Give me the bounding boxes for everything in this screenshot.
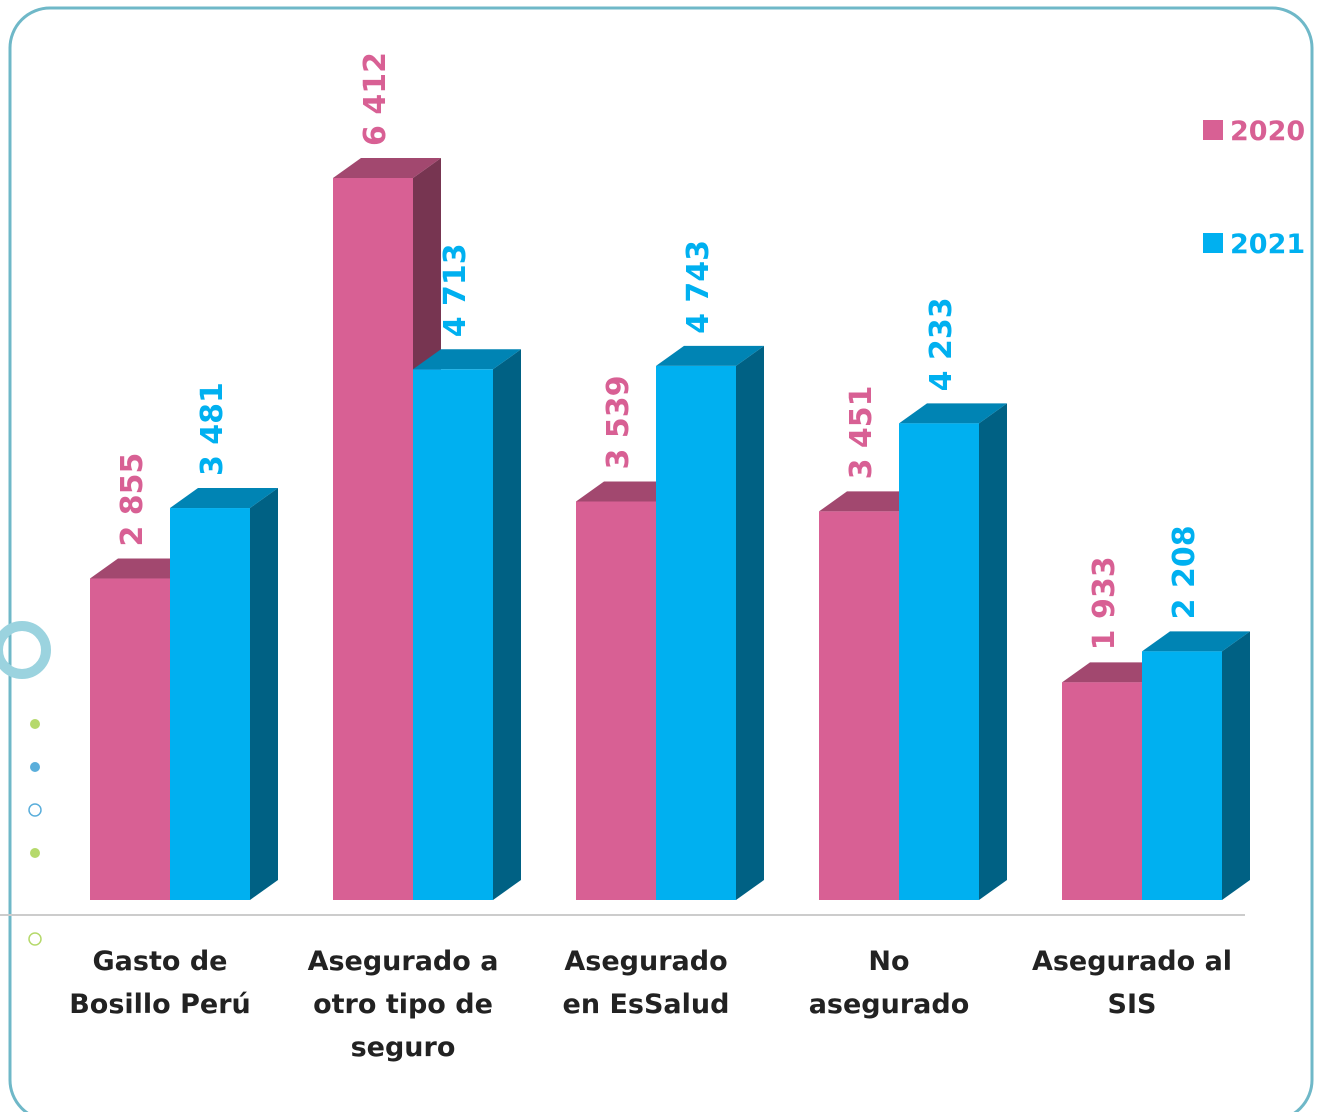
- bar-top: [899, 403, 1007, 424]
- x-tick-label: Asegurado al SIS: [1031, 946, 1233, 1020]
- decoration: [30, 762, 40, 772]
- x-tick-label: Asegurado a otro tipo de seguro: [307, 946, 499, 1063]
- bar-top: [413, 349, 521, 370]
- value-label: 4 233: [924, 297, 959, 391]
- decoration: [30, 719, 40, 729]
- bar: [1142, 631, 1250, 900]
- legend-label: 2021: [1230, 229, 1305, 260]
- bar-side: [250, 488, 278, 900]
- bar-front: [576, 501, 656, 900]
- bar-front: [333, 178, 413, 900]
- decoration: [28, 803, 42, 817]
- bar-top: [656, 345, 764, 366]
- value-label: 6 412: [358, 52, 393, 146]
- bar-front: [1062, 682, 1142, 900]
- decoration: [30, 848, 40, 858]
- x-tick-label: Gasto de Bosillo Perú: [69, 946, 251, 1020]
- bar-top: [333, 158, 441, 178]
- value-label: 2 208: [1167, 525, 1202, 619]
- bar-side: [493, 349, 521, 901]
- decoration: [28, 932, 42, 946]
- bar: [899, 403, 1007, 900]
- value-label: 4 713: [438, 243, 473, 337]
- value-label: 3 539: [601, 376, 636, 470]
- bar-side: [979, 403, 1007, 900]
- bar-top: [1142, 631, 1250, 652]
- bar: [413, 349, 521, 901]
- bar-front: [819, 511, 899, 900]
- x-tick-label: No asegurado: [808, 946, 970, 1020]
- bar-side: [736, 345, 764, 900]
- bar-front: [170, 508, 250, 900]
- legend-swatch: [1203, 120, 1223, 140]
- decoration: [0, 621, 51, 679]
- value-label: 3 481: [195, 382, 230, 476]
- bar: [170, 488, 278, 900]
- bar-front: [899, 423, 979, 900]
- value-label: 4 743: [681, 240, 716, 334]
- x-tick-label: Asegurado en EsSalud: [562, 946, 730, 1020]
- frame: [8, 6, 1314, 1112]
- bar-front: [1142, 651, 1222, 900]
- bar: [656, 345, 764, 900]
- bar-top: [170, 488, 278, 509]
- legend-label: 2020: [1230, 116, 1305, 147]
- bar-front: [413, 369, 493, 901]
- value-label: 1 933: [1087, 556, 1122, 650]
- bar-front: [90, 578, 170, 900]
- value-label: 3 451: [844, 385, 879, 479]
- bar-front: [656, 365, 736, 900]
- legend-swatch: [1203, 233, 1223, 253]
- value-label: 2 855: [115, 453, 150, 547]
- bar-side: [1222, 631, 1250, 900]
